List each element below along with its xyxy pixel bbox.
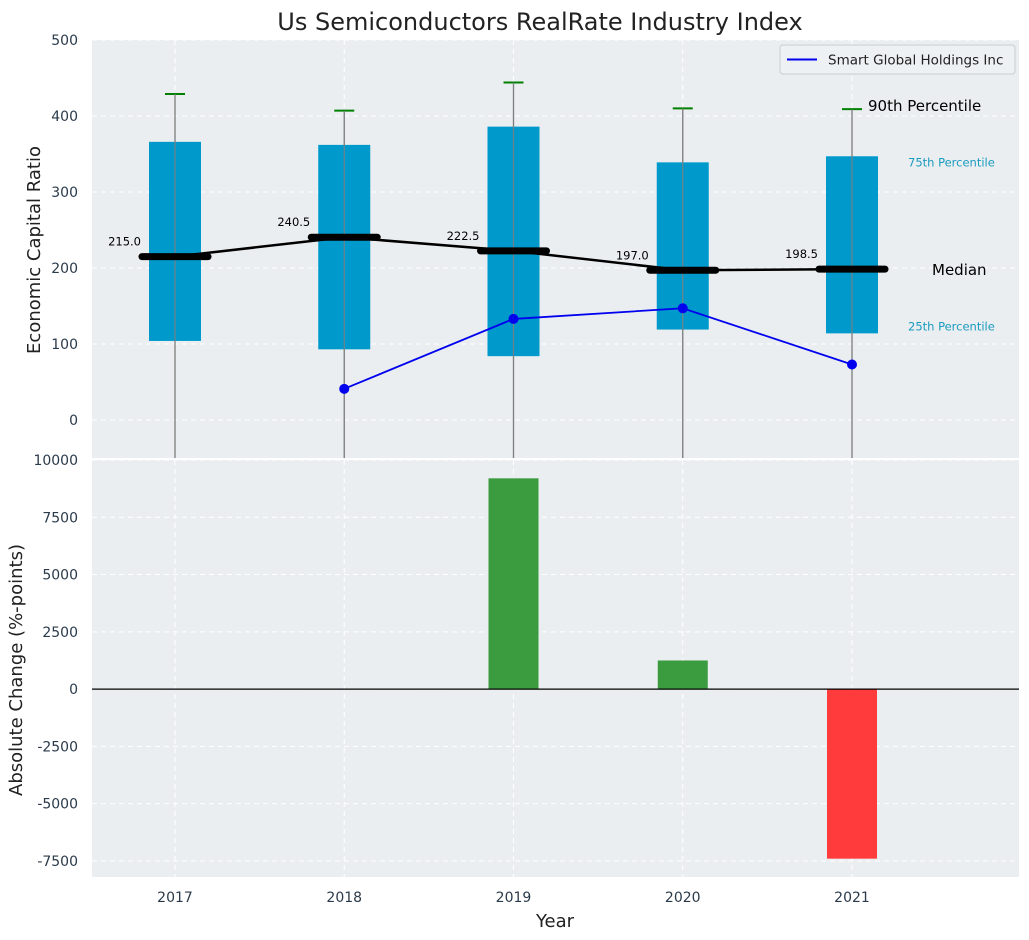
series-point <box>847 359 857 370</box>
median-value-label: 197.0 <box>616 248 649 262</box>
top-y-tick-label: 0 <box>69 413 78 429</box>
bottom-y-tick-label: 0 <box>69 682 78 698</box>
bottom-y-tick-label: 2500 <box>42 625 78 641</box>
x-tick-label: 2019 <box>496 890 532 906</box>
x-tick-label: 2017 <box>157 890 193 906</box>
p75-annotation: 75th Percentile <box>908 155 995 169</box>
x-tick-label: 2020 <box>665 890 701 906</box>
bottom-y-tick-label: -7500 <box>37 854 78 870</box>
legend: Smart Global Holdings Inc <box>779 44 1016 75</box>
bottom-plot-background <box>92 460 1019 877</box>
chart-title: Us Semiconductors RealRate Industry Inde… <box>277 8 802 36</box>
bottom-y-tick-label: 5000 <box>42 568 78 584</box>
bottom-y-tick-label: 10000 <box>33 453 78 469</box>
median-value-label: 215.0 <box>108 235 141 249</box>
bottom-plot: -7500 -5000 -2500 0 2500 5000 7500 10000 2017 201… <box>33 453 1019 906</box>
median-value-label: 198.5 <box>785 247 818 261</box>
top-y-tick-label: 200 <box>51 261 78 277</box>
series-point <box>508 313 519 324</box>
series-line <box>343 307 853 390</box>
bottom-y-tick-label: -2500 <box>37 739 78 755</box>
top-plot: 0 100 200 300 400 500 215.0 240.5 222.5 197.0 198.… <box>51 33 1019 458</box>
legend-label: Smart Global Holdings Inc <box>828 53 1003 69</box>
top-y-tick-label: 400 <box>51 109 78 125</box>
series-point <box>677 303 688 314</box>
series-point <box>339 383 350 394</box>
x-tick-label: 2018 <box>326 890 362 906</box>
median-value-label: 240.5 <box>277 215 310 229</box>
x-axis-label: Year <box>535 911 575 932</box>
legend-box <box>779 44 1016 75</box>
median-annotation: Median <box>932 261 987 279</box>
bottom-y-axis-label: Absolute Change (%-points) <box>6 544 27 796</box>
top-y-tick-label: 300 <box>51 185 78 201</box>
change-bar <box>488 478 539 690</box>
median-value-label: 222.5 <box>447 229 480 243</box>
top-y-tick-label: 100 <box>51 337 78 353</box>
p90-annotation: 90th Percentile <box>868 97 981 115</box>
top-y-tick-label: 500 <box>51 33 78 49</box>
bottom-y-tick-label: 7500 <box>42 510 78 526</box>
change-bar <box>827 689 877 859</box>
p25-annotation: 25th Percentile <box>908 319 995 333</box>
x-tick-label: 2021 <box>834 890 870 906</box>
change-bar <box>657 660 708 690</box>
top-y-axis-label: Economic Capital Ratio <box>24 146 45 354</box>
bottom-y-tick-label: -5000 <box>37 797 78 813</box>
